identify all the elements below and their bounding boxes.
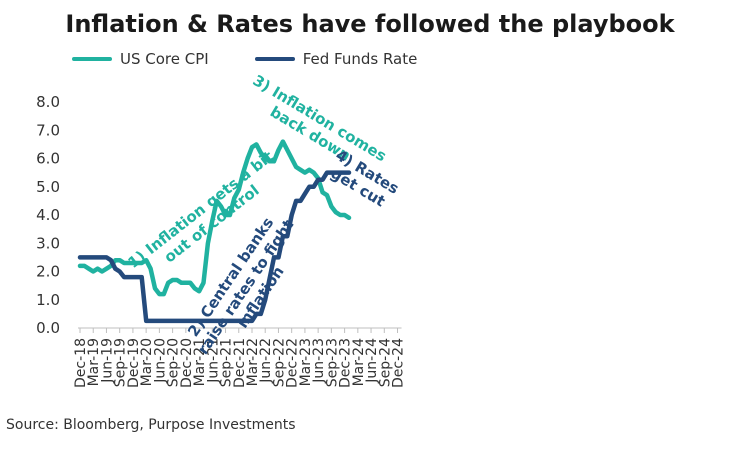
y-tick-label: 3.0 xyxy=(36,234,60,252)
x-tick-label: Jun-24 xyxy=(364,338,380,384)
legend-item-fed: Fed Funds Rate xyxy=(254,50,418,68)
y-tick-label: 5.0 xyxy=(36,178,60,196)
y-tick-label: 2.0 xyxy=(36,263,60,281)
x-tick-label: Mar-23 xyxy=(298,338,314,386)
x-tick-label: Dec-20 xyxy=(179,338,195,388)
source-note: Source: Bloomberg, Purpose Investments xyxy=(6,417,296,433)
x-tick-label: Dec-19 xyxy=(126,338,142,388)
cpi-series-line xyxy=(77,139,352,297)
x-tick-label: Sep-21 xyxy=(219,338,235,387)
legend-label-cpi: US Core CPI xyxy=(120,50,209,68)
x-tick-label: Jun-23 xyxy=(311,338,327,384)
fed-funds-series-line xyxy=(77,170,352,324)
x-tick-label: Jun-19 xyxy=(99,338,115,384)
x-tick-label: Dec-24 xyxy=(391,338,407,388)
y-tick-label: 7.0 xyxy=(36,121,60,139)
x-tick-label: Dec-21 xyxy=(232,338,248,388)
chart-title: Inflation & Rates have followed the play… xyxy=(65,10,675,38)
legend-swatch-cpi xyxy=(72,57,112,61)
x-tick-label: Sep-20 xyxy=(166,338,182,387)
legend-label-fed: Fed Funds Rate xyxy=(302,50,418,68)
x-tick-label: Sep-19 xyxy=(113,338,129,387)
legend-item-cpi: US Core CPI xyxy=(72,50,209,68)
legend: US Core CPI Fed Funds Rate xyxy=(72,50,463,68)
x-tick-label: Jun-20 xyxy=(152,338,168,384)
x-tick-label: Mar-21 xyxy=(192,338,208,386)
y-tick-label: 8.0 xyxy=(36,93,60,111)
x-tick-label: Sep-23 xyxy=(324,338,340,387)
x-tick-label: Dec-18 xyxy=(73,338,89,388)
x-tick-label: Mar-22 xyxy=(245,338,261,386)
x-tick-label: Dec-22 xyxy=(285,338,301,388)
y-tick-label: 4.0 xyxy=(36,206,60,224)
x-tick-label: Jun-21 xyxy=(205,338,221,384)
y-tick-label: 0.0 xyxy=(36,319,60,337)
annotation-4: 4) Ratesget cut xyxy=(323,146,402,213)
legend-swatch-fed xyxy=(254,57,295,61)
y-tick-label: 6.0 xyxy=(36,150,60,168)
y-tick-label: 1.0 xyxy=(36,291,60,309)
x-tick-label: Sep-24 xyxy=(377,338,393,387)
x-tick-label: Mar-24 xyxy=(351,338,367,386)
x-tick-label: Mar-19 xyxy=(86,338,102,386)
x-tick-label: Dec-23 xyxy=(338,338,354,388)
x-tick-label: Sep-22 xyxy=(271,338,287,387)
x-tick-label: Mar-20 xyxy=(139,338,155,386)
x-tick-label: Jun-22 xyxy=(258,338,274,384)
